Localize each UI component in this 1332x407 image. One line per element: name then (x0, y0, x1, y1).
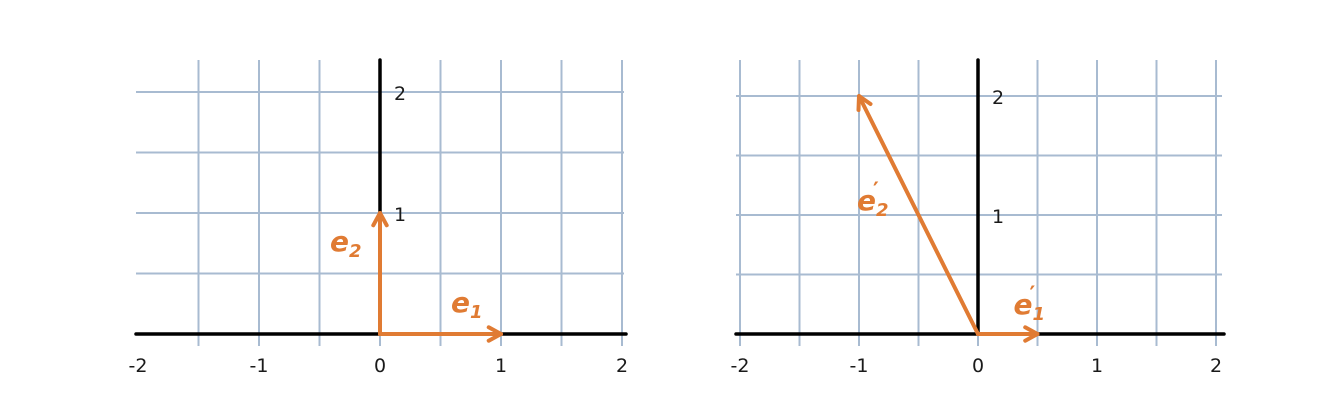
arrowhead-icon (856, 94, 873, 112)
vector-label-base: e (330, 225, 349, 258)
vector-label-base: e (1014, 288, 1033, 321)
x-tick-label: -2 (129, 355, 148, 377)
x-tick-label: -1 (850, 355, 869, 377)
vector-e2-prime: e2′ (856, 94, 980, 336)
x-tick-label: 1 (495, 355, 507, 377)
vector-label: e2 (330, 225, 362, 262)
y-tick-label: 1 (992, 206, 1004, 228)
x-tick-label: 1 (1091, 355, 1103, 377)
x-tick-label: 0 (972, 355, 984, 377)
x-tick-label: -2 (731, 355, 750, 377)
x-tick-label: 2 (616, 355, 628, 377)
x-tick-label: 2 (1210, 355, 1222, 377)
prime-mark: ′ (873, 179, 879, 204)
y-tick-label: 1 (394, 204, 406, 226)
y-tick-label: 2 (394, 83, 406, 105)
arrowhead-icon (1023, 325, 1040, 343)
prime-mark: ′ (1030, 283, 1036, 308)
vector-label-subscript: 1 (1033, 304, 1046, 325)
vector-e1: e1 (378, 286, 503, 343)
vector-label-base: e (857, 184, 876, 217)
vector-label-subscript: 2 (876, 200, 889, 221)
vector-label: e2 (857, 184, 889, 221)
vector-e2: e2 (330, 211, 389, 336)
y-tick-label: 2 (992, 87, 1004, 109)
arrowhead-icon (371, 211, 389, 228)
x-tick-label: 0 (374, 355, 386, 377)
vector-label: e1 (1014, 288, 1046, 325)
vector-label: e1 (451, 286, 483, 323)
vector-label-base: e (451, 286, 470, 319)
vector-e1-prime: e1′ (976, 283, 1046, 343)
vector-shaft (857, 94, 980, 336)
vector-label-subscript: 2 (349, 241, 362, 262)
x-tick-label: -1 (250, 355, 269, 377)
arrowhead-icon (486, 325, 503, 343)
vector-label-subscript: 1 (470, 302, 483, 323)
